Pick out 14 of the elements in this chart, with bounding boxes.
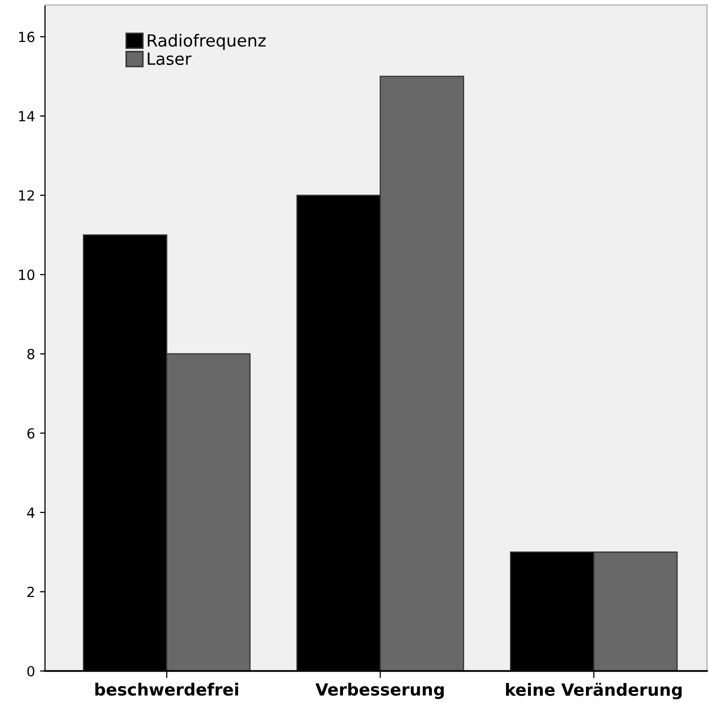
legend-label: Radiofrequenz [148,34,266,50]
x-tick-label: keine Veränderung [506,682,682,700]
legend-label: Laser [148,52,192,66]
x-tick-label: beschwerdefrei [95,682,238,696]
y-tick-label: 14 [19,111,34,122]
y-tick-label: 12 [19,190,34,201]
y-tick-label: 8 [27,348,34,360]
y-tick-label: 10 [19,270,34,280]
y-tick-label: 4 [27,508,34,518]
y-tick-label: 16 [19,32,34,42]
x-tick-label: Verbesserung [315,682,444,700]
y-tick-label: 6 [27,428,34,439]
y-tick-label: 0 [27,666,34,676]
y-tick-label: 2 [27,586,34,597]
